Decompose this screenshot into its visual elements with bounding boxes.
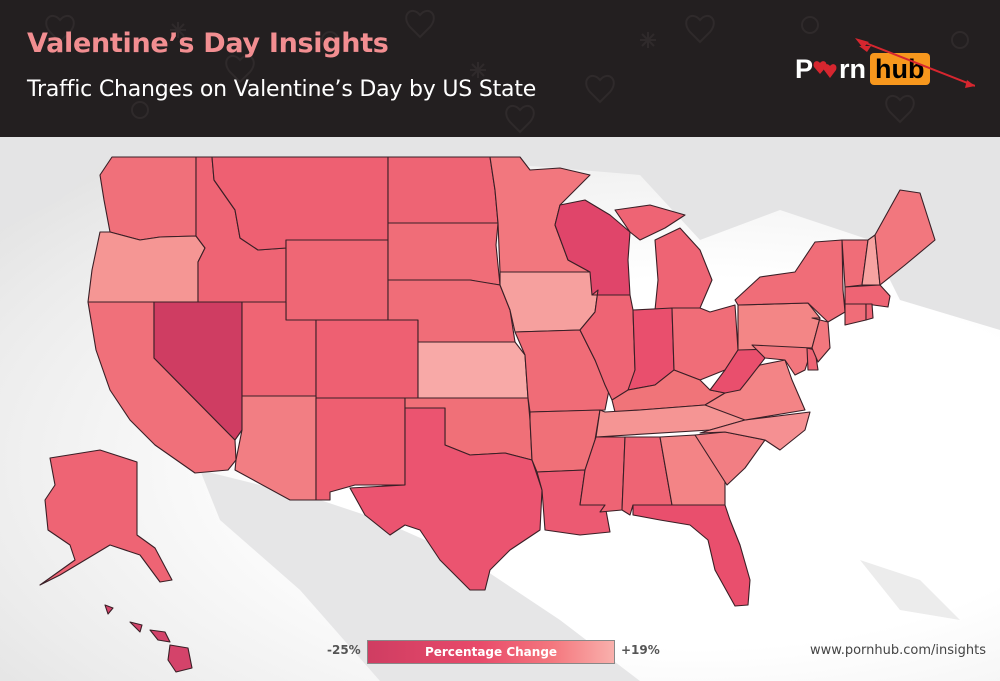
state-ia[interactable] — [499, 271, 599, 333]
mexico-landmass — [200, 470, 640, 681]
logo-hub-box: hub — [870, 53, 930, 85]
double-heart-icon — [813, 61, 837, 78]
legend-min-label: -25% — [327, 643, 361, 657]
canada-landmass — [0, 137, 1000, 330]
legend-gradient-bar: Percentage Change — [367, 640, 615, 664]
state-ks[interactable] — [417, 341, 529, 399]
legend-title: Percentage Change — [424, 645, 558, 659]
page-title: Valentine’s Day Insights — [27, 28, 389, 59]
state-nc[interactable] — [699, 411, 811, 451]
state-wa[interactable] — [99, 156, 197, 241]
state-sd[interactable] — [387, 222, 501, 286]
state-hi[interactable] — [104, 604, 193, 673]
logo-letter-p: P — [795, 53, 814, 84]
state-ct[interactable] — [844, 303, 867, 326]
state-tx[interactable] — [349, 407, 543, 591]
header-banner: Valentine’s Day Insights Traffic Changes… — [0, 0, 1000, 137]
heart-pattern-background — [45, 9, 969, 134]
logo-text-left: P rn — [795, 54, 866, 85]
state-ny[interactable] — [734, 239, 846, 323]
state-pa[interactable] — [737, 302, 821, 351]
legend-max-label: +19% — [621, 643, 660, 657]
state-mi[interactable] — [614, 204, 713, 311]
state-ri[interactable] — [865, 303, 874, 321]
state-nd[interactable] — [387, 156, 499, 224]
map-svg — [0, 137, 1000, 681]
logo-letters-rn: rn — [839, 53, 867, 84]
us-map — [0, 137, 1000, 681]
cupid-arrow-icon — [855, 38, 975, 88]
state-co[interactable] — [315, 319, 419, 399]
state-ak[interactable] — [39, 449, 173, 586]
state-wy[interactable] — [285, 239, 389, 321]
state-il[interactable] — [579, 289, 636, 401]
brand-logo: P rn hub — [795, 52, 930, 86]
color-legend: -25% Percentage Change +19% — [0, 640, 1000, 664]
page-subtitle: Traffic Changes on Valentine’s Day by US… — [27, 77, 537, 102]
state-fl[interactable] — [632, 504, 751, 607]
source-url[interactable]: www.pornhub.com/insights — [810, 643, 987, 658]
caribbean-landmass — [860, 560, 960, 620]
state-or[interactable] — [87, 231, 206, 303]
state-nm[interactable] — [315, 397, 406, 501]
